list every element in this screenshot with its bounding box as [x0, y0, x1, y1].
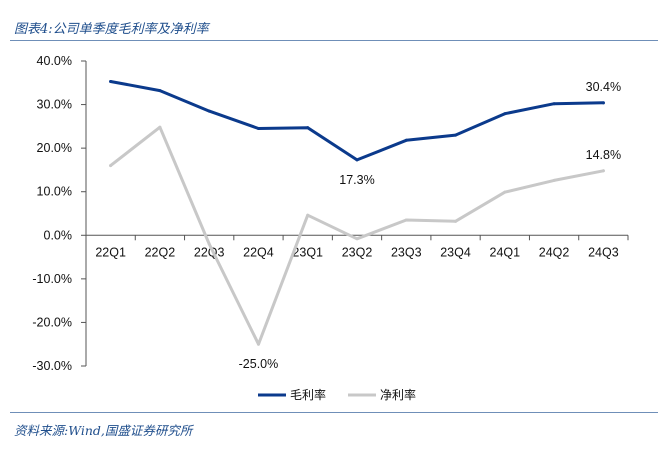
data-point [355, 237, 359, 241]
x-tick-label: 22Q2 [145, 245, 176, 259]
data-point [158, 89, 162, 93]
legend-label: 净利率 [380, 387, 416, 402]
data-point [552, 102, 556, 106]
x-tick-label: 23Q3 [391, 245, 422, 259]
x-tick-label: 22Q3 [194, 245, 225, 259]
data-point [306, 126, 310, 130]
data-point [454, 219, 458, 223]
x-tick-label: 24Q3 [588, 245, 619, 259]
data-point [207, 109, 211, 113]
data-point [503, 190, 507, 194]
data-label: 17.3% [339, 173, 374, 187]
data-point [207, 242, 211, 246]
y-tick-label: 20.0% [37, 141, 72, 155]
x-axis: 22Q1 22Q2 22Q3 22Q4 23Q1 23Q2 23Q3 23Q4 24Q1 24Q2… [85, 234, 629, 259]
data-point [256, 342, 260, 346]
chart-title: 图表4:公司单季度毛利率及净利率 [14, 22, 209, 37]
data-point [355, 158, 359, 162]
x-tick-label: 24Q2 [539, 245, 570, 259]
data-point [404, 138, 408, 142]
data-point [454, 133, 458, 137]
series-lines [109, 79, 605, 346]
data-point [109, 164, 113, 168]
data-point [306, 213, 310, 217]
data-label: 14.8% [586, 148, 621, 162]
bottom-divider [10, 412, 658, 413]
data-point [601, 101, 605, 105]
x-tick-label: 24Q1 [490, 245, 521, 259]
y-tick-label: -10.0% [32, 272, 72, 286]
x-tick-label: 23Q1 [292, 245, 323, 259]
legend-label: 毛利率 [290, 387, 326, 402]
y-tick-label: -20.0% [32, 315, 72, 329]
data-labels: 30.4% 17.3% 14.8% -25.0% [239, 80, 621, 371]
data-point [404, 218, 408, 222]
top-divider [10, 40, 658, 41]
y-tick-label: 0.0% [44, 228, 73, 242]
y-axis: -30.0% -20.0% -10.0% 0.0% 10.0% 20.0% 30.0% 40.… [32, 54, 87, 373]
data-label: -25.0% [239, 357, 279, 371]
data-point [552, 178, 556, 182]
data-label: 30.4% [586, 80, 621, 94]
x-tick-label: 22Q1 [95, 245, 126, 259]
data-point [503, 112, 507, 116]
x-tick-label: 23Q4 [440, 245, 471, 259]
x-tick-label: 23Q2 [342, 245, 373, 259]
legend: 毛利率 净利率 [258, 387, 416, 402]
data-point [109, 79, 113, 83]
series-line-gross-margin [109, 80, 605, 162]
data-point [256, 127, 260, 131]
y-tick-label: 40.0% [37, 54, 72, 68]
x-tick-label: 22Q4 [243, 245, 274, 259]
y-tick-label: 10.0% [37, 185, 72, 199]
source-note: 资料来源:Wind,国盛证券研究所 [14, 423, 193, 438]
data-point [158, 125, 162, 129]
y-tick-label: -30.0% [32, 359, 72, 373]
data-point [601, 169, 605, 173]
y-tick-label: 30.0% [37, 98, 72, 112]
